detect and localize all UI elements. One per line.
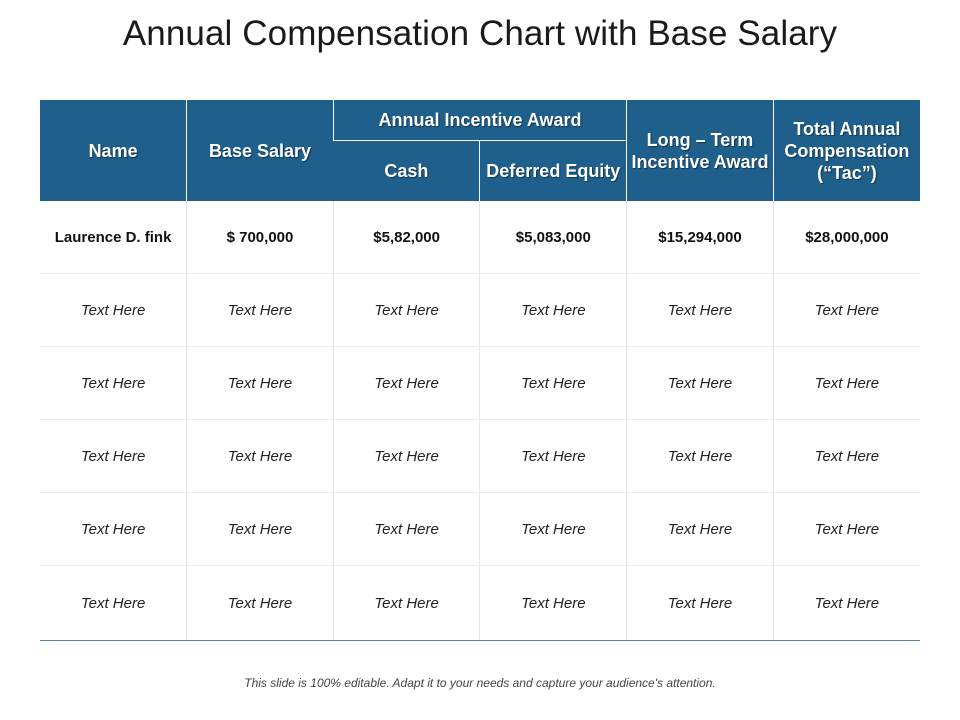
table-cell: Text Here bbox=[772, 419, 920, 493]
table-cell: Text Here bbox=[332, 346, 480, 420]
table-cell: $28,000,000 bbox=[772, 201, 920, 274]
table-cell: Text Here bbox=[626, 565, 774, 641]
table-cell: Text Here bbox=[186, 492, 334, 566]
table-cell: Text Here bbox=[479, 492, 627, 566]
table-cell: $ 700,000 bbox=[186, 201, 334, 274]
table-row: Laurence D. fink $ 700,000 $5,82,000 $5,… bbox=[40, 201, 920, 274]
table-cell: Text Here bbox=[626, 492, 774, 566]
table-cell: Text Here bbox=[479, 565, 627, 641]
col-header-annual-incentive-award: Annual Incentive Award bbox=[332, 100, 627, 141]
table-cell: Text Here bbox=[186, 565, 334, 641]
table-cell: Text Here bbox=[186, 273, 334, 347]
table-row: Text Here Text Here Text Here Text Here … bbox=[40, 565, 920, 641]
table-cell: Text Here bbox=[626, 346, 774, 420]
table-cell: Text Here bbox=[479, 419, 627, 493]
table-cell: Text Here bbox=[186, 346, 334, 420]
table-row: Text Here Text Here Text Here Text Here … bbox=[40, 273, 920, 347]
table-cell: Text Here bbox=[479, 273, 627, 347]
footer-note: This slide is 100% editable. Adapt it to… bbox=[244, 676, 716, 690]
col-header-long-term-incentive: Long – Term Incentive Award bbox=[626, 100, 774, 201]
table-cell: Text Here bbox=[40, 346, 187, 420]
table-cell: Text Here bbox=[772, 273, 920, 347]
table-cell: Text Here bbox=[479, 346, 627, 420]
page-title: Annual Compensation Chart with Base Sala… bbox=[122, 14, 838, 53]
col-header-cash: Cash bbox=[333, 140, 480, 201]
table-cell: $5,82,000 bbox=[332, 201, 480, 274]
table-cell: Text Here bbox=[186, 419, 334, 493]
table-cell: Text Here bbox=[772, 565, 920, 641]
table-cell: Laurence D. fink bbox=[40, 201, 187, 274]
table-cell: Text Here bbox=[332, 565, 480, 641]
table-cell: Text Here bbox=[626, 419, 774, 493]
table-cell: Text Here bbox=[332, 273, 480, 347]
table-cell: Text Here bbox=[332, 419, 480, 493]
table-cell: Text Here bbox=[772, 346, 920, 420]
col-header-deferred-equity: Deferred Equity bbox=[479, 140, 627, 201]
table-cell: Text Here bbox=[626, 273, 774, 347]
table-row: Text Here Text Here Text Here Text Here … bbox=[40, 419, 920, 493]
table-row: Text Here Text Here Text Here Text Here … bbox=[40, 492, 920, 566]
compensation-table: Name Base Salary Annual Incentive Award … bbox=[40, 100, 920, 641]
table-cell: Text Here bbox=[40, 492, 187, 566]
table-cell: Text Here bbox=[40, 565, 187, 641]
col-header-name: Name bbox=[40, 100, 187, 201]
table-cell: Text Here bbox=[772, 492, 920, 566]
table-cell: $5,083,000 bbox=[479, 201, 627, 274]
table-cell: Text Here bbox=[40, 419, 187, 493]
col-header-total-annual-compensation: Total Annual Compensation (“Tac”) bbox=[772, 100, 920, 201]
col-header-base-salary: Base Salary bbox=[186, 100, 334, 201]
table-cell: Text Here bbox=[40, 273, 187, 347]
table-cell: $15,294,000 bbox=[626, 201, 774, 274]
table-cell: Text Here bbox=[332, 492, 480, 566]
table-row: Text Here Text Here Text Here Text Here … bbox=[40, 346, 920, 420]
